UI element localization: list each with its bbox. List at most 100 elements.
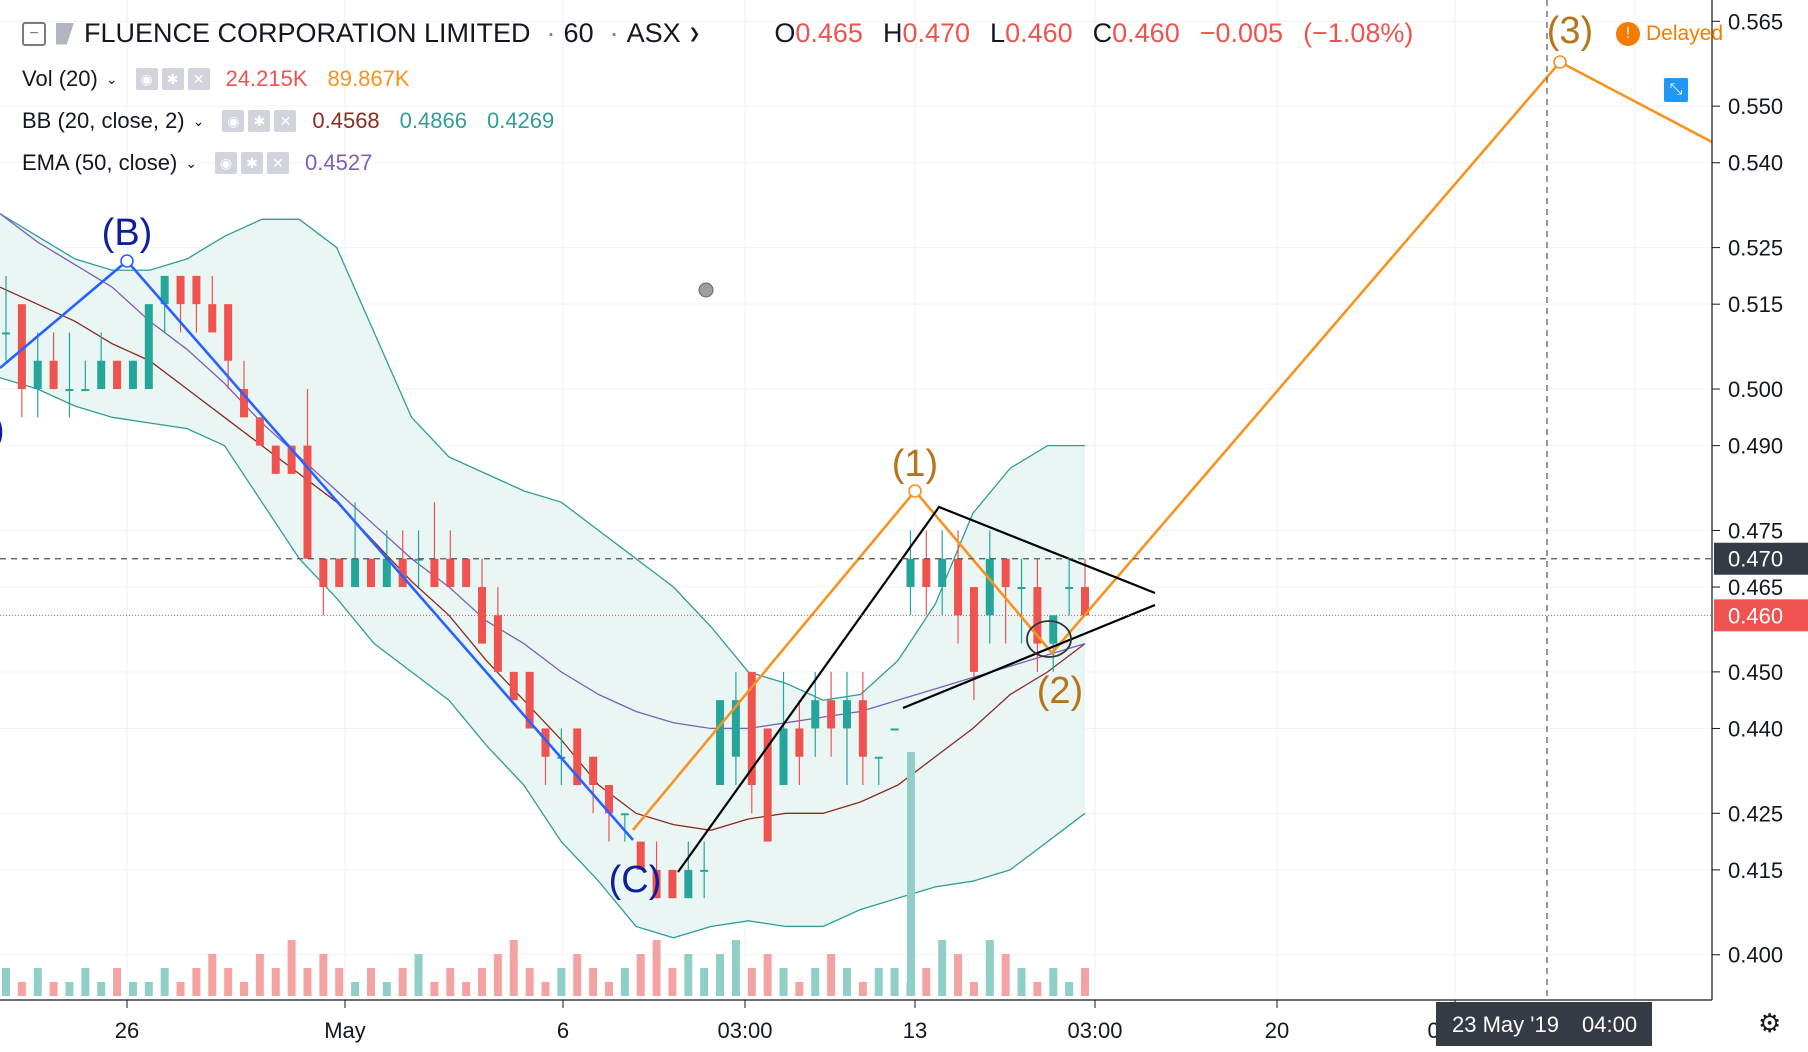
- volume-bar: [192, 968, 201, 996]
- candle-body: [97, 360, 106, 390]
- symbol-name[interactable]: FLUENCE CORPORATION LIMITED: [84, 18, 531, 48]
- anchor-dot[interactable]: [698, 282, 714, 298]
- crosshair-price-label: 0.470: [1728, 547, 1783, 572]
- candle-body: [1017, 587, 1026, 590]
- delayed-label: Delayed: [1646, 22, 1724, 45]
- wave-label-partial[interactable]: ): [0, 409, 5, 451]
- wave-label-2[interactable]: (1): [892, 443, 938, 485]
- wave-label-0[interactable]: (B): [102, 212, 153, 254]
- high-value: 0.470: [902, 18, 971, 48]
- chevron-down-icon[interactable]: ❯: [688, 25, 701, 41]
- triangle-lower-line[interactable]: [902, 603, 1156, 710]
- bb-basis-value: 0.4568: [312, 108, 380, 133]
- chevron-down-icon[interactable]: ⌄: [105, 70, 118, 87]
- chevron-down-icon[interactable]: ⌄: [185, 154, 198, 171]
- volume-bar: [17, 982, 26, 996]
- candle-body: [636, 841, 645, 870]
- time-tick-label: 13: [903, 1018, 927, 1043]
- candle-body: [573, 728, 582, 786]
- volume-bar: [842, 968, 851, 996]
- flag-icon[interactable]: [56, 22, 74, 45]
- candle-body: [700, 869, 709, 872]
- volume-bar: [874, 968, 883, 996]
- highlight-ellipse[interactable]: [1026, 620, 1072, 658]
- close-icon[interactable]: ✕: [187, 68, 210, 90]
- volume-bar: [1033, 982, 1042, 996]
- collapse-icon[interactable]: −: [22, 21, 46, 46]
- close-icon[interactable]: ✕: [267, 152, 290, 174]
- volume-bar: [1081, 968, 1089, 996]
- eye-icon[interactable]: ◉: [135, 68, 158, 90]
- volume-bar: [985, 940, 994, 996]
- bb-lower-value: 0.4269: [486, 108, 555, 133]
- volume-bar: [97, 982, 106, 996]
- ema-label[interactable]: EMA (50, close): [22, 150, 178, 175]
- price-tick-label: 0.525: [1728, 236, 1783, 261]
- candle-body: [224, 304, 233, 361]
- time-tick-label: May: [324, 1018, 366, 1043]
- drawing-tools[interactable]: (B) (C) (1) (2) (3)): [0, 10, 1713, 901]
- bb-label[interactable]: BB (20, close, 2): [22, 108, 185, 133]
- volume-bar: [525, 968, 534, 996]
- candle-body: [2, 332, 10, 335]
- navigate-icon[interactable]: ⤡: [1664, 78, 1688, 102]
- wave-point-b[interactable]: [120, 254, 134, 268]
- bb-upper-value: 0.4866: [399, 108, 467, 133]
- candle-body: [1001, 558, 1010, 588]
- exchange: ASX: [626, 18, 681, 48]
- candle-body: [287, 445, 296, 474]
- wave-label-1[interactable]: (C): [609, 859, 662, 901]
- vol-value: 24.215K: [225, 66, 308, 91]
- crosshair-price-tag: [1714, 542, 1808, 575]
- gear-icon[interactable]: ✱: [161, 68, 184, 90]
- ema-line: [0, 213, 1086, 730]
- bb-fill: [0, 213, 1085, 938]
- delayed-badge[interactable]: ! Delayed: [1616, 22, 1724, 47]
- candle-body: [144, 304, 153, 390]
- candle-body: [414, 558, 423, 561]
- volume-bar: [636, 954, 645, 996]
- candle-body: [303, 445, 312, 559]
- gear-icon[interactable]: ✱: [248, 110, 271, 132]
- vol-label[interactable]: Vol (20): [22, 66, 98, 91]
- volume-bar: [271, 968, 280, 996]
- price-tick-label: 0.465: [1728, 575, 1783, 600]
- candle-body: [176, 275, 185, 305]
- wave-point-1[interactable]: [908, 484, 922, 498]
- close-icon[interactable]: ✕: [274, 110, 297, 132]
- candle-body: [49, 360, 58, 390]
- impulse-wave-line[interactable]: [632, 60, 1713, 831]
- volume-bar: [890, 968, 899, 996]
- settings-icon[interactable]: ⚙: [1758, 1008, 1782, 1038]
- time-tick-label: 03:00: [717, 1018, 772, 1043]
- volume-bar: [160, 968, 169, 996]
- candle-body: [1081, 587, 1089, 616]
- candle-body: [1049, 615, 1058, 644]
- triangle-upper-line[interactable]: [677, 505, 1156, 873]
- volume-bar: [493, 954, 502, 996]
- volume-bar: [573, 954, 582, 996]
- eye-icon[interactable]: ◉: [215, 152, 238, 174]
- price-tick-label: 0.440: [1728, 716, 1783, 741]
- price-axis[interactable]: 0.565 0.550 0.540 0.525 0.515 0.500 0.490 0.475…: [1711, 0, 1808, 1000]
- price-tick-label: 0.450: [1728, 660, 1783, 685]
- candle-body: [541, 728, 550, 757]
- eye-icon[interactable]: ◉: [222, 110, 245, 132]
- wave-label-4[interactable]: (3): [1547, 10, 1593, 52]
- volume-bar: [224, 968, 233, 996]
- wave-label-3[interactable]: (2): [1037, 670, 1083, 712]
- candle-body: [319, 558, 328, 588]
- price-tick-label: 0.500: [1728, 377, 1783, 402]
- chevron-down-icon[interactable]: ⌄: [192, 112, 205, 129]
- last-price-tag: [1714, 599, 1808, 632]
- close-value: 0.460: [1112, 18, 1180, 48]
- volume-bar: [65, 982, 74, 996]
- volume-bar: [335, 968, 344, 996]
- separator-dot: ·: [546, 18, 556, 48]
- candle-body: [1065, 587, 1074, 590]
- gear-icon[interactable]: ✱: [241, 152, 264, 174]
- wave-point-3[interactable]: [1553, 55, 1567, 69]
- interval[interactable]: 60: [563, 18, 594, 48]
